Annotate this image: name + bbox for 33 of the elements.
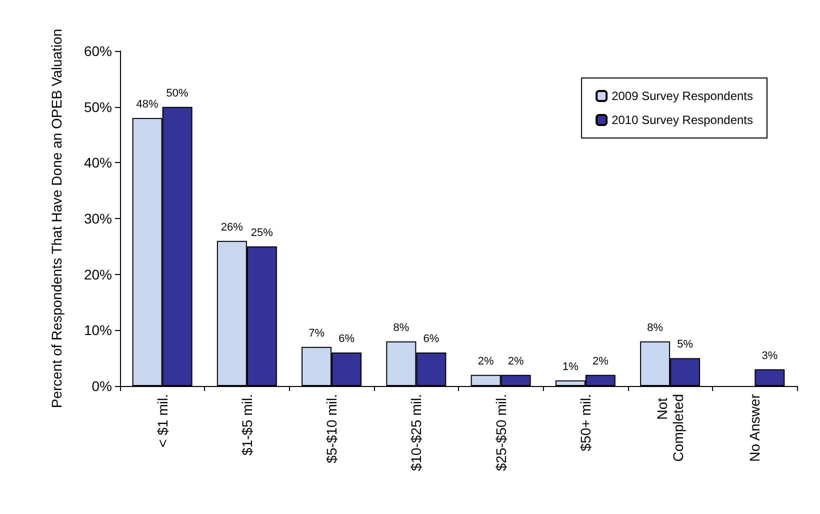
data-label: 7% — [308, 327, 325, 340]
y-tick-label: 50% — [84, 98, 112, 115]
data-label: 50% — [166, 87, 189, 100]
y-tick-label: 40% — [84, 154, 112, 171]
y-tick-label: 30% — [84, 210, 112, 226]
y-tick-label: 60% — [84, 43, 112, 59]
x-tick-label: $25-$50 mil. — [492, 394, 509, 472]
data-label: 6% — [338, 333, 355, 345]
data-label: 25% — [250, 226, 274, 239]
x-tick-label: $5-$10 mil. — [324, 394, 340, 464]
x-tick-label: < $1 mil. — [154, 394, 170, 448]
x-tick-label: $1-$5 mil. — [238, 394, 255, 456]
x-tick-label: $10-$25 mil. — [408, 394, 424, 472]
data-label: 5% — [677, 338, 694, 351]
data-label: 2% — [478, 355, 494, 368]
data-label: 6% — [423, 333, 440, 345]
data-label: 2% — [592, 355, 609, 368]
data-label: 1% — [562, 360, 579, 373]
y-axis-title: Percent of Respondents That Have Done an OPEB Valuation — [48, 28, 64, 408]
y-tick-label: 10% — [84, 322, 112, 338]
data-label: 26% — [220, 221, 244, 234]
data-label: 8% — [393, 322, 410, 334]
x-tick-label: No Answer — [746, 394, 763, 462]
legend-label: 2010 Survey Respondents — [612, 113, 754, 127]
y-tick-label: 20% — [84, 266, 112, 282]
legend-label: 2009 Survey Respondents — [612, 89, 754, 103]
y-tick-label: 0% — [92, 378, 112, 394]
data-label: 3% — [762, 350, 778, 362]
data-label: 2% — [508, 355, 524, 368]
data-label: 48% — [136, 98, 159, 110]
x-tick-label: $50+ mil. — [577, 394, 594, 452]
data-label: 8% — [647, 322, 664, 334]
x-tick-label: Not Completed — [654, 394, 686, 462]
